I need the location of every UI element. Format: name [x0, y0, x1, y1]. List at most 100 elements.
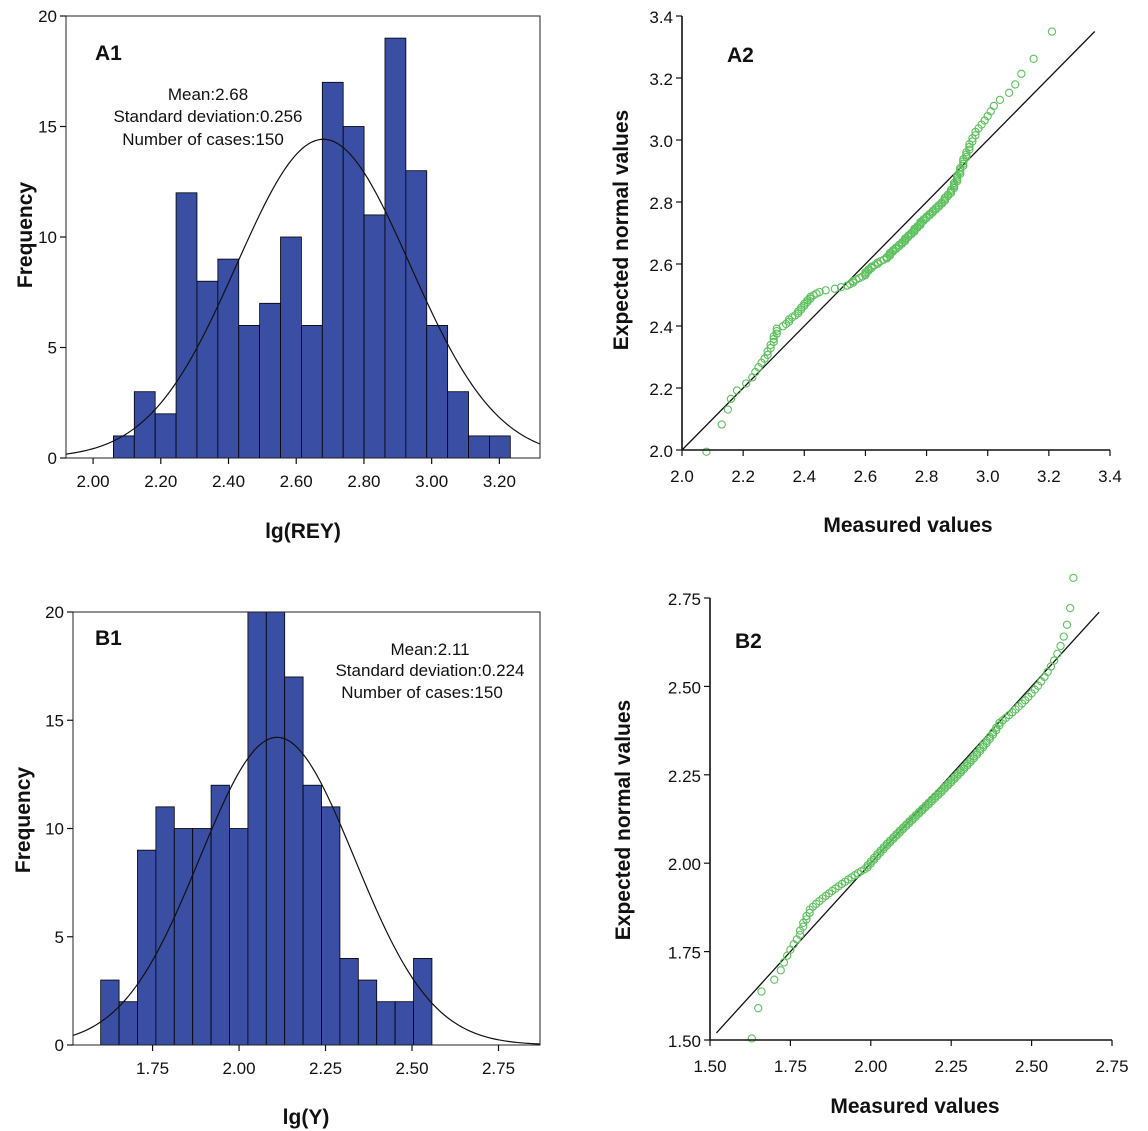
y-tick-label: 2.0 — [649, 442, 673, 461]
histogram-bars — [113, 37, 511, 459]
histogram-bar — [321, 81, 344, 459]
qq-point — [754, 1004, 763, 1013]
x-tick-label: 2.4 — [792, 467, 816, 486]
x-tick-label: 2.00 — [854, 1057, 887, 1076]
x-tick-label: 3.0 — [976, 467, 1000, 486]
y-tick-label: 2.6 — [649, 256, 673, 275]
qq-point — [836, 283, 846, 292]
qq-point — [742, 379, 751, 388]
qq-points — [702, 27, 1057, 456]
qq-point — [971, 131, 980, 140]
qq-point — [965, 145, 974, 154]
y-tick-label: 2.4 — [649, 318, 673, 337]
x-tick-label: 2.75 — [1095, 1057, 1128, 1076]
qq-points — [747, 573, 1078, 1043]
qq-point — [995, 95, 1005, 105]
x-tick-label: 2.00 — [77, 472, 110, 491]
qq-point — [748, 373, 757, 382]
y-tick-label: 1.50 — [668, 1032, 701, 1051]
x-tick-label: 2.50 — [395, 1059, 428, 1078]
qq-point — [779, 958, 789, 967]
histogram-bar — [339, 958, 359, 1046]
histogram-bar — [217, 258, 240, 459]
x-tick-label: 2.25 — [309, 1059, 342, 1078]
stats-line: Mean:2.68 — [168, 85, 248, 104]
histogram-bar — [118, 1001, 138, 1046]
qq-point — [1017, 69, 1026, 78]
qq-point — [802, 915, 811, 924]
qq-point — [1062, 620, 1072, 629]
qq-point — [959, 159, 968, 168]
x-tick-label: 2.80 — [347, 472, 380, 491]
y-tick-label: 2.00 — [668, 855, 701, 874]
qq-point — [769, 337, 778, 347]
qq-point — [723, 405, 733, 414]
histogram-bar — [154, 413, 177, 459]
x-tick-label: 3.20 — [483, 472, 516, 491]
x-tick-label: 2.50 — [1015, 1057, 1048, 1076]
y-tick-label: 15 — [38, 118, 57, 137]
panel-label: A2 — [727, 44, 754, 67]
panel-b2: 1.50 1.75 2.00 2.25 2.50 2.75 1.50 1.75 2.00 2.25… — [612, 573, 1129, 1118]
x-axis-title: lg(REY) — [265, 520, 341, 543]
qq-point — [702, 447, 711, 456]
y-tick-label: 3.0 — [649, 132, 673, 151]
y-tick-label: 2.25 — [668, 767, 701, 786]
histogram-bar — [247, 611, 267, 1046]
qq-point — [962, 152, 971, 162]
qq-point — [763, 350, 772, 360]
panel-a2: 2.0 2.2 2.4 2.6 2.8 3.0 3.2 3.4 2.0 2.2 2.4 2.6 2.8 3… — [610, 8, 1122, 537]
qq-point — [959, 161, 968, 171]
qq-point — [830, 284, 840, 293]
x-tick-label: 3.4 — [1098, 467, 1122, 486]
qq-point — [776, 966, 785, 975]
panel-b1: Mean:2.11 Standard deviation:0.224 Number … — [12, 603, 541, 1129]
histogram-bar — [363, 214, 386, 459]
panel-a1: Mean:2.68 Standard deviation:0.256 Number … — [14, 7, 541, 543]
normal-curve — [72, 736, 541, 1045]
normal-curve — [65, 138, 541, 455]
histogram-bar — [175, 192, 198, 459]
x-tick-label: 2.6 — [854, 467, 878, 486]
x-tick-label: 2.0 — [670, 467, 694, 486]
histogram-bar — [265, 611, 286, 1046]
qq-point — [799, 922, 808, 931]
y-tick-label: 0 — [55, 1036, 64, 1055]
qq-point — [732, 386, 742, 395]
histogram-bar — [284, 676, 304, 1046]
qq-point — [1004, 88, 1014, 97]
qq-point — [1056, 641, 1065, 651]
histogram-bars — [100, 611, 433, 1046]
y-tick-label: 1.75 — [668, 944, 701, 963]
histogram-bar — [155, 806, 175, 1046]
x-tick-label: 2.2 — [731, 467, 755, 486]
qq-point — [1011, 80, 1020, 89]
stats-line: Number of cases:150 — [122, 130, 284, 149]
y-axis-title: Expected normal values — [610, 110, 633, 350]
qq-point — [1029, 54, 1038, 63]
qq-point — [1049, 656, 1059, 665]
x-tick-label: 1.50 — [693, 1057, 726, 1076]
histogram-bar — [259, 302, 281, 459]
histogram-bar — [301, 324, 323, 459]
qq-point — [1069, 573, 1078, 583]
qq-point — [821, 286, 830, 295]
panel-label: B1 — [95, 627, 122, 650]
qq-point — [772, 329, 781, 338]
x-tick-label: 2.25 — [935, 1057, 968, 1076]
histogram-bar — [413, 958, 433, 1046]
x-tick-label: 3.00 — [415, 472, 448, 491]
qq-point — [726, 394, 736, 404]
y-tick-label: 15 — [45, 711, 64, 730]
histogram-bar — [405, 170, 428, 459]
stats-line: Mean:2.11 — [390, 640, 469, 659]
qq-point — [1066, 603, 1075, 613]
histogram-bar — [100, 979, 120, 1046]
y-axis-title: Expected normal values — [612, 700, 635, 940]
panel-label: B2 — [735, 630, 762, 653]
y-tick-label: 3.2 — [649, 70, 673, 89]
histogram-bar — [302, 784, 322, 1046]
histogram-bar — [321, 806, 341, 1046]
x-tick-label: 2.8 — [915, 467, 939, 486]
